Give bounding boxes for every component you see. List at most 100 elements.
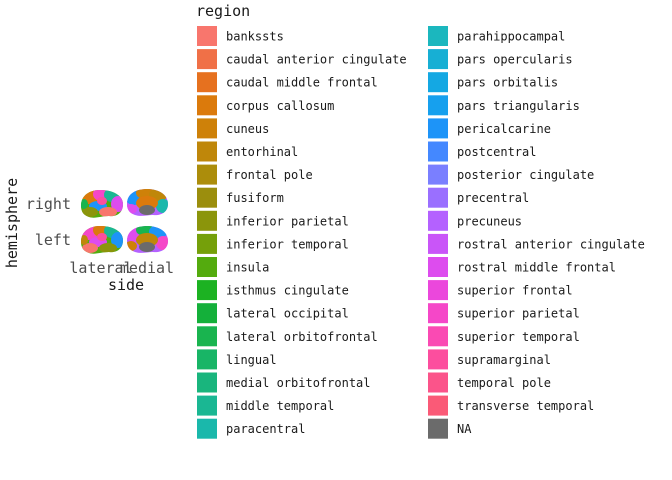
- legend-swatch: [197, 187, 217, 208]
- legend-label: isthmus cingulate: [226, 284, 349, 298]
- legend-item: medial orbitofrontal: [197, 372, 371, 393]
- legend-label: insula: [226, 261, 269, 275]
- legend-label: fusiform: [226, 191, 284, 205]
- legend-swatch: [428, 118, 448, 139]
- legend-label: superior frontal: [457, 284, 573, 298]
- legend-swatch: [197, 210, 217, 231]
- legend-swatch: [428, 26, 448, 46]
- legend-label: rostral middle frontal: [457, 261, 616, 275]
- legend-swatch: [197, 326, 217, 347]
- legend-label: precuneus: [457, 214, 522, 228]
- legend-item: supramarginal: [428, 349, 551, 370]
- legend-swatch: [428, 187, 448, 208]
- legend-item: NA: [428, 418, 472, 439]
- legend-swatch: [428, 418, 448, 439]
- legend-label: lingual: [226, 353, 277, 367]
- legend-label: parahippocampal: [457, 30, 565, 44]
- brain-medial-left: [127, 226, 168, 253]
- legend-label: superior temporal: [457, 330, 580, 344]
- legend-swatch: [197, 372, 217, 393]
- legend-label: posterior cingulate: [457, 168, 594, 182]
- legend-swatch: [428, 233, 448, 254]
- legend-label: cuneus: [226, 122, 269, 136]
- legend-item: pars orbitalis: [428, 72, 558, 93]
- legend-item: cuneus: [197, 118, 269, 139]
- legend-label: pericalcarine: [457, 122, 551, 136]
- legend-item: lateral occipital: [197, 303, 349, 324]
- legend-item: caudal anterior cingulate: [197, 49, 407, 70]
- legend-item: entorhinal: [197, 141, 298, 162]
- y-axis-title: hemisphere: [3, 178, 21, 268]
- legend-swatch: [197, 95, 217, 116]
- legend-swatch: [197, 418, 217, 439]
- legend-label: rostral anterior cingulate: [457, 237, 645, 251]
- legend-swatch: [197, 26, 217, 46]
- legend-swatch: [428, 95, 448, 116]
- legend-item: corpus callosum: [197, 95, 334, 116]
- legend-item: pars triangularis: [428, 95, 580, 116]
- legend-label: corpus callosum: [226, 99, 334, 113]
- legend-label: caudal anterior cingulate: [226, 53, 407, 67]
- legend-label: caudal middle frontal: [226, 76, 378, 90]
- legend-swatch: [428, 326, 448, 347]
- legend-swatch: [428, 257, 448, 277]
- legend-label: transverse temporal: [457, 399, 594, 413]
- legend-swatch: [197, 233, 217, 254]
- x-axis-title: side: [108, 276, 144, 294]
- legend-item: pericalcarine: [428, 118, 551, 139]
- legend-swatch: [428, 395, 448, 416]
- legend-swatch: [197, 395, 217, 416]
- legend-item: lateral orbitofrontal: [197, 326, 378, 347]
- legend-item: temporal pole: [428, 372, 551, 393]
- legend-item: lingual: [197, 349, 277, 370]
- legend-label: pars triangularis: [457, 99, 580, 113]
- legend-item: pars opercularis: [428, 49, 573, 70]
- brain-lateral-left: [81, 226, 123, 254]
- legend-swatch: [428, 210, 448, 231]
- legend-label: NA: [457, 422, 472, 436]
- legend-swatch: [197, 49, 217, 70]
- legend-item: rostral anterior cingulate: [428, 233, 645, 254]
- legend-item: parahippocampal: [428, 26, 565, 46]
- legend-swatch: [197, 349, 217, 370]
- legend-label: precentral: [457, 191, 529, 205]
- legend-swatch: [197, 118, 217, 139]
- legend-item: superior frontal: [428, 280, 573, 301]
- legend-label: lateral orbitofrontal: [226, 330, 378, 344]
- legend-label: superior parietal: [457, 307, 580, 321]
- legend-item: superior temporal: [428, 326, 580, 347]
- legend-label: pars orbitalis: [457, 76, 558, 90]
- legend-swatch: [197, 257, 217, 277]
- legend-label: medial orbitofrontal: [226, 376, 371, 390]
- legend-swatch: [428, 349, 448, 370]
- legend-item: insula: [197, 257, 269, 277]
- legend-label: postcentral: [457, 145, 536, 159]
- legend-item: isthmus cingulate: [197, 280, 349, 301]
- legend-item: bankssts: [197, 26, 284, 46]
- legend-item: frontal pole: [197, 164, 313, 185]
- legend-title: region: [196, 2, 250, 20]
- legend-label: pars opercularis: [457, 53, 573, 67]
- legend-label: middle temporal: [226, 399, 334, 413]
- legend-swatch: [197, 280, 217, 301]
- legend-item: transverse temporal: [428, 395, 594, 416]
- legend-swatch: [197, 72, 217, 93]
- x-tick-label-lateral: lateral: [69, 259, 132, 277]
- legend: bankssts caudal anterior cingulate caudal …: [197, 26, 645, 439]
- legend-swatch: [428, 141, 448, 162]
- legend-item: precuneus: [428, 210, 522, 231]
- legend-label: paracentral: [226, 422, 305, 436]
- legend-item: paracentral: [197, 418, 305, 439]
- y-tick-label-left: left: [35, 231, 71, 249]
- legend-label: inferior temporal: [226, 237, 349, 251]
- brain-medial-right: [127, 189, 168, 216]
- brain-lateral-right: [81, 190, 123, 218]
- legend-label: inferior parietal: [226, 214, 349, 228]
- legend-swatch: [428, 303, 448, 324]
- legend-item: middle temporal: [197, 395, 334, 416]
- legend-swatch: [428, 72, 448, 93]
- x-tick-label-medial: medial: [120, 259, 174, 277]
- legend-item: inferior parietal: [197, 210, 349, 231]
- legend-item: posterior cingulate: [428, 164, 594, 185]
